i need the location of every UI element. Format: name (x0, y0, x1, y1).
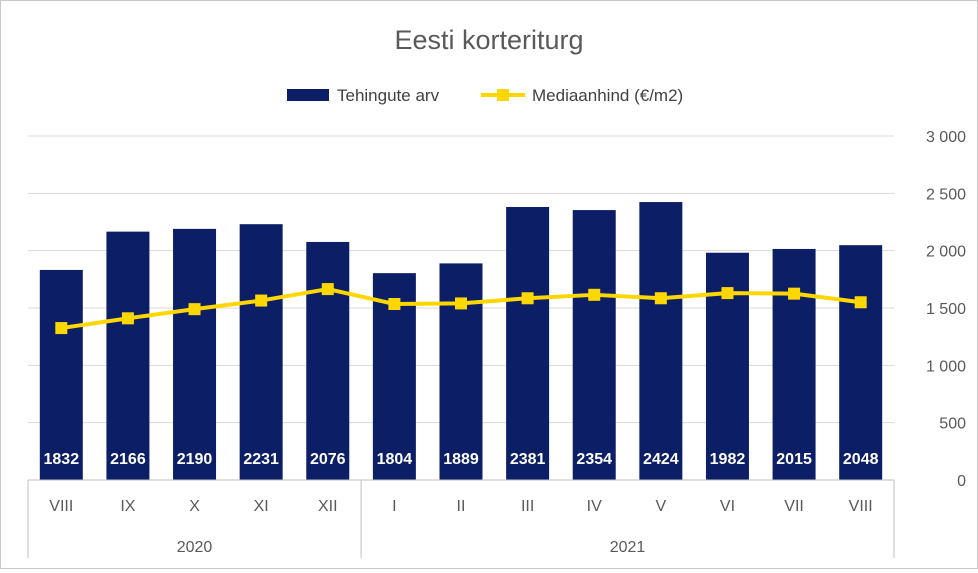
x-category-label: II (457, 498, 466, 515)
bars (39, 202, 883, 481)
x-category-label: IX (120, 498, 135, 515)
legend: Tehingute arv Mediaanhind (€/m2) (287, 86, 683, 105)
line-marker (188, 303, 201, 316)
legend-line-marker (497, 89, 509, 101)
x-category-label: VII (784, 498, 804, 515)
bar (106, 231, 150, 480)
y-tick-label: 2 500 (926, 186, 966, 203)
bar-data-label: 2015 (776, 451, 812, 468)
y-axis-ticks: 0 500 1 000 1 500 2 000 2 500 3 000 (926, 129, 966, 490)
line-marker (388, 297, 401, 310)
y-tick-label: 0 (957, 473, 966, 490)
y-tick-label: 1 500 (926, 301, 966, 318)
bar-data-label: 1889 (443, 451, 479, 468)
bar-data-label: 1832 (44, 451, 80, 468)
legend-bar-swatch (287, 89, 329, 101)
bar (572, 210, 616, 481)
data-labels: 1832 2166 2190 2231 2076 1804 1889 2381 2354 2424… (44, 451, 879, 468)
line-marker (455, 297, 467, 310)
bar (439, 263, 483, 480)
median-price-line (55, 283, 867, 335)
bar-data-label: 2048 (843, 451, 879, 468)
x-category-label: I (392, 498, 396, 515)
bar-data-label: 2424 (643, 451, 679, 468)
x-category-label: III (521, 498, 534, 515)
line-marker (55, 322, 68, 335)
x-group-label: 2020 (177, 539, 213, 556)
y-tick-label: 1 000 (926, 358, 966, 375)
bar-data-label: 1804 (377, 451, 413, 468)
bar (39, 269, 83, 480)
x-category-label: XI (254, 498, 269, 515)
bar (639, 202, 683, 480)
chart-title: Eesti korteriturg (394, 25, 583, 55)
line-marker (854, 296, 867, 309)
x-category-label: IV (587, 498, 602, 515)
x-group-label: 2021 (610, 539, 646, 556)
line-marker (521, 292, 534, 305)
line-marker (654, 292, 667, 305)
bar (306, 241, 350, 480)
bar-data-label: 1982 (710, 451, 746, 468)
line-marker (255, 294, 268, 307)
line-marker (121, 312, 134, 325)
legend-line-label: Mediaanhind (€/m2) (532, 86, 683, 105)
bar (506, 206, 550, 480)
bar-data-label: 2166 (110, 451, 146, 468)
x-category-label: X (189, 498, 200, 515)
bar (173, 228, 217, 480)
bar (705, 252, 749, 480)
x-category-label: XII (318, 498, 338, 515)
line-marker (721, 287, 734, 300)
x-category-label: VIII (849, 498, 873, 515)
bar-data-label: 2354 (576, 451, 612, 468)
line-marker (788, 287, 801, 300)
legend-bar-label: Tehingute arv (337, 86, 440, 105)
y-tick-label: 2 000 (926, 244, 966, 261)
bar-data-label: 2076 (310, 451, 346, 468)
x-category-label: VIII (49, 498, 73, 515)
x-category-label: V (656, 498, 667, 515)
y-tick-label: 500 (939, 416, 966, 433)
line-marker (588, 288, 601, 301)
bar-data-label: 2231 (243, 451, 279, 468)
bar-data-label: 2190 (177, 451, 213, 468)
bar (839, 245, 883, 480)
bar (239, 224, 283, 480)
bar (772, 248, 816, 480)
y-tick-label: 3 000 (926, 129, 966, 146)
bar-data-label: 2381 (510, 451, 546, 468)
line-marker (321, 283, 334, 296)
x-category-label: VI (720, 498, 735, 515)
